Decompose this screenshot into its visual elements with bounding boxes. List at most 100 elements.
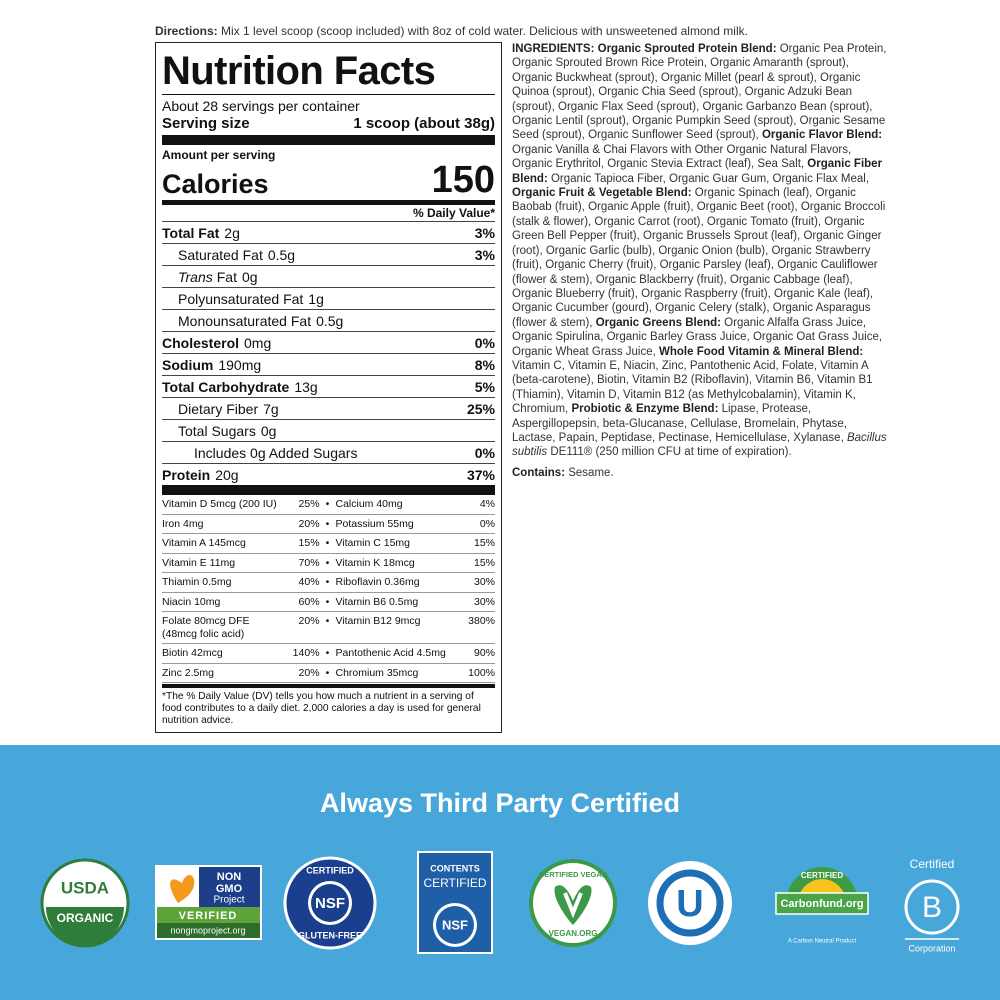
usda-logo: USDA ORGANIC xyxy=(40,858,130,948)
logo-text: ORGANIC xyxy=(57,911,114,925)
nutrient-amount: 2g xyxy=(224,224,240,241)
bullet: • xyxy=(325,517,330,530)
micronutrient-dv: 0% xyxy=(479,517,495,530)
nutrient-name: Total Fat xyxy=(162,224,220,241)
micronutrient-dv: 30% xyxy=(473,576,495,588)
logo-text: GMO xyxy=(216,883,243,895)
ingredients: INGREDIENTS: Organic Sprouted Protein Bl… xyxy=(512,42,890,480)
logo-text: B xyxy=(922,891,942,924)
logo-shape xyxy=(656,869,724,937)
ingredient-text: Organic Greens Blend: xyxy=(595,316,721,329)
logo-text: nongmoproject.org xyxy=(170,925,245,935)
nutrient-row: Dietary Fiber 7g 25% xyxy=(162,397,495,419)
micronutrient-dv: 60% xyxy=(298,595,320,608)
nsf-contents-logo: CONTENTS CERTIFIED NSF xyxy=(417,851,493,954)
micronutrient-cell: Chromium 35mcg 100% xyxy=(335,667,495,680)
ingredients-text: INGREDIENTS: Organic Sprouted Protein Bl… xyxy=(512,42,890,460)
nutrient-dv: 8% xyxy=(474,356,495,373)
nutrient-dv: 0% xyxy=(474,334,495,351)
logo-text: VERIFIED xyxy=(179,910,238,922)
nutrient-name: Saturated Fat xyxy=(178,246,263,263)
micronutrient-name: Folate 80mcg DFE (48mcg folic acid) xyxy=(162,615,250,640)
logo-shape xyxy=(563,892,583,919)
non-gmo-logo: NON GMO Project VERIFIED nongmoproject.o… xyxy=(155,865,262,940)
contains-text: Sesame. xyxy=(568,466,614,479)
nutrient-dv: 37% xyxy=(466,466,495,483)
micronutrient-dv: 100% xyxy=(468,666,495,679)
bullet: • xyxy=(325,666,330,679)
bullet: • xyxy=(325,556,330,569)
logo-text: Carbonfund.org xyxy=(780,898,863,910)
ingredient-text: Whole Food Vitamin & Mineral Blend: xyxy=(659,345,864,358)
micronutrient-row: Vitamin D 5mcg (200 IU) 25% • Calcium 40mg 4… xyxy=(162,495,495,515)
micronutrient-dv: 20% xyxy=(298,517,320,530)
nutrient-name: Fat xyxy=(216,268,237,285)
micronutrient-cell: Thiamin 0.5mg 40% xyxy=(162,576,320,589)
logo-shape xyxy=(775,892,869,915)
bullet: • xyxy=(325,537,330,549)
ingredient-text: Organic Sprouted Protein Blend: xyxy=(597,43,777,55)
micronutrient-dv: 90% xyxy=(473,647,495,659)
ingredient-text: Organic Flavor Blend: xyxy=(761,129,883,142)
micronutrient-name: Riboflavin 0.36mg xyxy=(335,576,420,588)
logo-shape xyxy=(311,884,349,922)
logo-text: CERTIFIED VEGAN xyxy=(539,870,607,879)
logo-text: U xyxy=(676,883,703,925)
micronutrient-dv: 4% xyxy=(479,498,495,510)
logo-shape xyxy=(170,874,195,903)
logo-text: NON xyxy=(217,871,242,883)
nsf-gluten-free-logo: CERTIFIED NSF GLUTEN-FREE xyxy=(283,856,377,950)
micronutrient-dv: 15% xyxy=(473,537,495,549)
nutrient-row: Total Fat 2g 3% xyxy=(162,221,495,243)
b-corp-logo: Certified B Corporation xyxy=(904,857,960,953)
logo-text: CERTIFIED xyxy=(801,871,843,880)
band-background xyxy=(0,745,1000,1000)
micronutrient-name: Zinc 2.5mg xyxy=(162,666,214,679)
calories-value: 150 xyxy=(431,159,495,201)
micronutrient-dv: 25% xyxy=(298,498,320,510)
micronutrient-name: Vitamin D 5mcg (200 IU) xyxy=(162,498,277,510)
nutrient-dv: 0% xyxy=(474,444,495,461)
contains-label: Contains: xyxy=(512,466,566,479)
nutrient-dv: 5% xyxy=(474,378,495,395)
logo-text: Project xyxy=(213,895,244,906)
micronutrient-row: Vitamin A 145mcg 15% • Vitamin C 15mg 15% xyxy=(162,534,495,554)
micronutrient-dv: 40% xyxy=(298,576,320,588)
nutrient-row: Total Carbohydrate 13g 5% xyxy=(162,375,495,397)
micronutrient-dv: 140% xyxy=(292,647,320,659)
bullet: • xyxy=(325,498,330,510)
bullet: • xyxy=(325,647,330,659)
nutrient-name: Cholesterol xyxy=(162,334,240,351)
logo-text: CERTIFIED xyxy=(306,865,354,875)
nutrient-amount: 0mg xyxy=(244,334,272,351)
nutrient-row: Polyunsaturated Fat 1g xyxy=(162,287,495,309)
micronutrient-cell: Vitamin K 18mcg 15% xyxy=(335,557,495,570)
logo-text: GLUTEN-FREE xyxy=(298,930,362,940)
micronutrient-cell: Vitamin C 15mg 15% xyxy=(335,537,495,550)
contains: Contains: Sesame. xyxy=(512,466,890,480)
footnote: *The % Daily Value (DV) tells you how mu… xyxy=(162,684,495,727)
ingredient-text: Organic Tapioca Fiber, Organic Guar Gum,… xyxy=(547,172,870,185)
ingredient-text: Organic Alfalfa Grass Juice, Organic Spi… xyxy=(512,316,883,358)
micronutrient-name: Calcium 40mg xyxy=(335,498,403,510)
nutrient-name: Dietary Fiber xyxy=(178,400,259,417)
ingredient-text: Probiotic & Enzyme Blend: xyxy=(571,403,719,416)
micronutrient-dv: 20% xyxy=(298,615,320,627)
logo-text: USDA xyxy=(61,878,109,897)
ingredient-text: Vitamin C, Vitamin E, Niacin, Zinc, Pant… xyxy=(512,359,873,416)
ingredient-text: Bacillus subtilis xyxy=(512,431,887,459)
micronutrient-dv: 15% xyxy=(298,537,320,549)
logo-text: Corporation xyxy=(908,943,955,953)
micronutrient-name: Chromium 35mcg xyxy=(335,666,419,679)
logo-shape xyxy=(46,907,124,946)
micronutrient-row: Niacin 10mg 60% • Vitamin B6 0.5mg 30% xyxy=(162,593,495,612)
nutrient-dv: 25% xyxy=(466,400,495,417)
nutrient-row: Saturated Fat 0.5g 3% xyxy=(162,243,495,265)
micronutrient-name: Vitamin B6 0.5mg xyxy=(335,595,419,608)
nutrient-name: Total Carbohydrate xyxy=(162,378,290,395)
nutrient-amount: 190mg xyxy=(218,356,262,373)
logo-text: NSF xyxy=(315,895,345,912)
nutrient-name: Sodium xyxy=(162,356,214,373)
micronutrient-name: Potassium 55mg xyxy=(335,517,414,530)
